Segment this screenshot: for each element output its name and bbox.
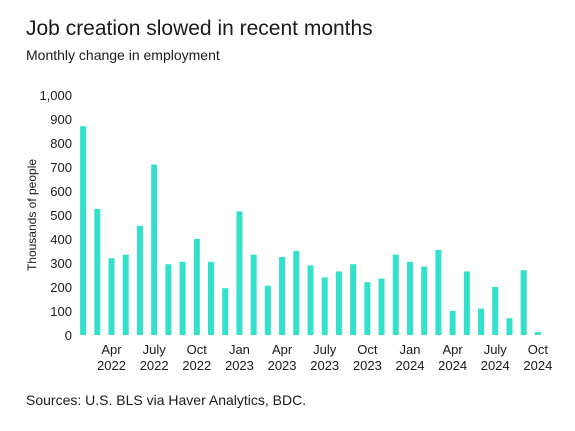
bar xyxy=(122,254,129,335)
bar xyxy=(378,278,385,335)
bar xyxy=(80,126,87,335)
x-tick-label: July 2022 xyxy=(139,342,169,373)
bar xyxy=(108,258,115,335)
bar xyxy=(421,266,428,335)
y-tick-label: 200 xyxy=(50,280,72,295)
y-tick-label: 100 xyxy=(50,304,72,319)
x-tick-label: Apr 2024 xyxy=(438,342,468,373)
bar xyxy=(478,308,485,335)
bar xyxy=(250,254,257,335)
bar xyxy=(406,261,413,335)
bar xyxy=(506,318,513,335)
x-tick-label: July 2024 xyxy=(480,342,510,373)
bar xyxy=(392,254,399,335)
bar xyxy=(520,270,527,335)
y-tick-label: 500 xyxy=(50,208,72,223)
source: Sources: U.S. BLS via Haver Analytics, B… xyxy=(26,392,306,408)
bar xyxy=(279,257,286,335)
x-tick-label: Jan 2024 xyxy=(395,342,425,373)
y-tick-label: 0 xyxy=(65,328,72,343)
bar xyxy=(350,264,357,335)
bar xyxy=(492,287,499,335)
chart-title: Job creation slowed in recent months xyxy=(26,17,373,40)
bar xyxy=(208,261,215,335)
bar xyxy=(193,239,200,335)
bar xyxy=(264,285,271,335)
y-tick-label: 800 xyxy=(50,136,72,151)
x-tick-label: July 2023 xyxy=(310,342,340,373)
y-tick-label: 1,000 xyxy=(39,88,72,103)
x-tick-label: Apr 2022 xyxy=(97,342,126,373)
bar xyxy=(165,264,172,335)
bar xyxy=(151,164,158,335)
y-tick-label: 900 xyxy=(50,112,72,127)
x-tick-label: Oct 2024 xyxy=(523,342,553,373)
x-tick-label: Apr 2023 xyxy=(267,342,297,373)
chart-subtitle: Monthly change in employment xyxy=(26,47,220,63)
bar xyxy=(364,282,371,335)
bar xyxy=(449,311,456,335)
bar xyxy=(463,271,470,335)
bar xyxy=(335,271,342,335)
x-tick-label: Oct 2022 xyxy=(182,342,212,373)
bar xyxy=(179,261,186,335)
y-tick-label: 400 xyxy=(50,232,72,247)
bar xyxy=(94,209,101,335)
bar xyxy=(293,251,300,335)
y-tick-label: 700 xyxy=(50,160,72,175)
bar xyxy=(136,225,143,335)
x-tick-label: Jan 2023 xyxy=(224,342,254,373)
bar xyxy=(321,277,328,335)
bar xyxy=(236,211,243,335)
bar xyxy=(435,249,442,335)
y-tick-label: 600 xyxy=(50,184,72,199)
bar xyxy=(222,288,229,335)
x-tick-label: Oct 2023 xyxy=(352,342,382,373)
y-axis-label: Thousands of people xyxy=(25,159,39,271)
bar xyxy=(534,332,541,335)
y-tick-label: 300 xyxy=(50,256,72,271)
bar xyxy=(307,265,314,335)
